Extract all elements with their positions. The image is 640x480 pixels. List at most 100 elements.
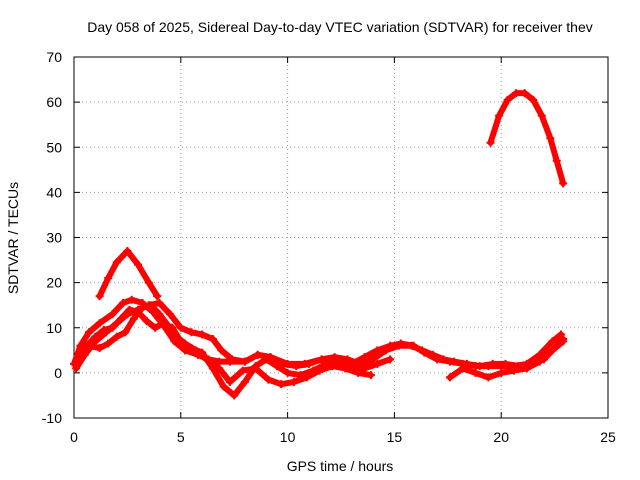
data-point	[191, 346, 200, 355]
data-point	[529, 95, 538, 104]
data-point	[418, 346, 427, 355]
data-point	[181, 346, 190, 355]
data-point	[116, 314, 125, 323]
data-point	[381, 346, 390, 355]
data-point	[176, 323, 185, 332]
data-point	[290, 377, 299, 386]
data-point	[163, 321, 172, 330]
x-tick-label: 20	[493, 429, 509, 445]
data-point	[497, 368, 506, 377]
data-point	[95, 344, 104, 353]
data-point	[104, 339, 113, 348]
data-point	[153, 292, 162, 301]
data-point	[328, 362, 337, 371]
data-point	[95, 319, 104, 328]
data-point	[279, 359, 288, 368]
series-track-7	[486, 89, 568, 188]
data-point	[546, 134, 555, 143]
data-point	[225, 377, 234, 386]
data-point	[488, 359, 497, 368]
data-point	[458, 364, 467, 373]
data-point	[510, 366, 519, 375]
y-tick-label: 60	[46, 94, 62, 110]
data-point	[215, 357, 224, 366]
data-point	[219, 382, 228, 391]
data-point	[129, 314, 138, 323]
data-point	[484, 373, 493, 382]
series-trace	[487, 90, 567, 187]
data-point	[146, 301, 155, 310]
axis-ticks	[73, 56, 609, 419]
data-point	[264, 375, 273, 384]
data-point	[283, 368, 292, 377]
data-point	[369, 355, 378, 364]
data-point	[559, 337, 568, 346]
data-point	[202, 355, 211, 364]
data-point	[304, 359, 313, 368]
y-tick-label: 40	[46, 184, 62, 200]
data-point	[112, 332, 121, 341]
tick-labels: 0 5 10 15 20 25 -10 0 10 20 30 40 50 60 70	[42, 49, 616, 445]
data-point	[253, 350, 262, 359]
y-axis-label: SDTVAR / TECUs	[5, 182, 21, 294]
data-point	[548, 337, 557, 346]
data-point	[238, 366, 247, 375]
data-point	[512, 89, 521, 98]
y-tick-label: -10	[42, 410, 62, 426]
data-series	[70, 89, 568, 400]
data-point	[125, 305, 134, 314]
data-point	[535, 350, 544, 359]
data-point	[262, 355, 271, 364]
data-point	[76, 350, 85, 359]
data-point	[123, 247, 132, 256]
data-point	[181, 339, 190, 348]
x-axis-label: GPS time / hours	[287, 458, 394, 474]
data-point	[302, 373, 311, 382]
chart-title: Day 058 of 2025, Sidereal Day-to-day VTE…	[87, 19, 593, 35]
data-point	[240, 377, 249, 386]
data-point	[166, 310, 175, 319]
data-point	[72, 364, 81, 373]
data-point	[445, 373, 454, 382]
data-point	[439, 355, 448, 364]
series-track-6	[445, 337, 568, 382]
series-track-5	[76, 301, 375, 389]
data-point	[112, 258, 121, 267]
data-point	[450, 357, 459, 366]
data-point	[217, 346, 226, 355]
data-point	[407, 341, 416, 350]
data-point	[354, 368, 363, 377]
x-tick-label: 5	[177, 429, 185, 445]
data-point	[475, 362, 484, 371]
data-point	[198, 330, 207, 339]
data-point	[208, 335, 217, 344]
data-point	[228, 355, 237, 364]
data-point	[292, 362, 301, 371]
x-tick-label: 10	[280, 429, 296, 445]
series-trace	[77, 302, 374, 388]
data-point	[366, 371, 375, 380]
data-point	[277, 380, 286, 389]
data-point	[522, 364, 531, 373]
y-tick-label: 30	[46, 230, 62, 246]
y-tick-label: 70	[46, 49, 62, 65]
data-point	[172, 332, 181, 341]
data-point	[215, 364, 224, 373]
data-point	[151, 323, 160, 332]
data-point	[84, 341, 93, 350]
y-tick-label: 10	[46, 320, 62, 336]
data-point	[144, 278, 153, 287]
data-point	[495, 111, 504, 120]
data-point	[230, 391, 239, 400]
data-point	[386, 355, 395, 364]
series-trace	[446, 338, 567, 381]
data-point	[535, 357, 544, 366]
data-point	[121, 328, 130, 337]
data-point	[486, 138, 495, 147]
data-point	[394, 341, 403, 350]
data-point	[108, 323, 117, 332]
data-point	[138, 303, 147, 312]
data-point	[95, 292, 104, 301]
